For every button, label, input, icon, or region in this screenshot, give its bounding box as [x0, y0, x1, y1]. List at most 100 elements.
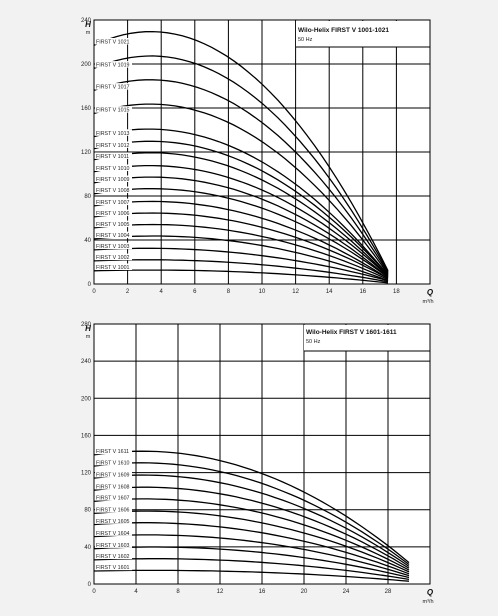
pump-curve-line [93, 247, 389, 282]
pump-curve-line [93, 30, 389, 272]
curve-label: FIRST V 1006 [96, 211, 130, 217]
curve-label: FIRST V 1011 [96, 154, 129, 160]
pump-curve-line [93, 462, 410, 566]
y-tick-label: 280 [81, 322, 92, 328]
curve-label: FIRST V 1009 [96, 177, 130, 183]
pump-curve-line [93, 223, 389, 281]
x-tick-label: 24 [343, 589, 350, 595]
curve-label: FIRST V 1010 [96, 166, 130, 172]
curve-label-bg [95, 242, 132, 250]
pump-curve-line [93, 534, 410, 577]
x-tick-label: 12 [292, 289, 299, 295]
x-tick-label: 8 [227, 289, 231, 295]
curve-label: FIRST V 1606 [96, 508, 130, 514]
y-tick-label: 0 [88, 282, 92, 288]
curve-label-bg [95, 529, 132, 536]
curve-label: FIRST V 1002 [96, 255, 130, 261]
chart-title: Wilo-Helix FIRST V 1601-1611 [306, 329, 397, 336]
y-tick-label: 40 [84, 545, 91, 551]
x-tick-label: 14 [326, 289, 333, 295]
pump-curve-line [93, 164, 389, 277]
y-tick-label: 80 [84, 194, 91, 200]
pump-curve-line [93, 103, 389, 275]
x-tick-label: 12 [217, 589, 224, 595]
y-tick-label: 240 [81, 359, 92, 365]
curve-label: FIRST V 1004 [96, 233, 130, 239]
pump-curve-line [93, 269, 389, 284]
curve-label-bg [95, 38, 132, 45]
pump-curve-chart-1601-1611: 0 4 8 12 16 20 24 2804080120160200240280Wilo-He… [81, 322, 434, 605]
chart-subtitle: 50 Hz [298, 37, 313, 43]
curve-label-bg [95, 482, 132, 490]
curve-label: FIRST V 1012 [96, 143, 130, 149]
x-tick-label: 4 [160, 289, 164, 295]
curve-label: FIRST V 1604 [96, 531, 130, 537]
curve-label-bg [95, 470, 132, 478]
y-tick-label: 120 [81, 471, 92, 477]
pump-curve-line [93, 200, 389, 280]
pump-curve-line [93, 569, 410, 582]
x-axis-label: Q [427, 288, 434, 297]
curve-label-bg [95, 263, 132, 270]
x-tick-label: 8 [176, 589, 180, 595]
pump-curve-line [93, 259, 389, 283]
pump-curve-line [93, 140, 389, 276]
pump-curve-line [93, 188, 389, 278]
curve-label-bg [95, 541, 132, 548]
x-tick-label: 10 [259, 289, 266, 295]
curve-label: FIRST V 1601 [96, 565, 130, 571]
curve-label-bg [95, 164, 132, 171]
chart-title: Wilo-Helix FIRST V 1001-1021 [298, 27, 389, 34]
x-tick-label: 0 [92, 289, 96, 295]
x-tick-label: 16 [359, 289, 366, 295]
y-axis-label: H [85, 324, 91, 333]
y-tick-label: 120 [81, 150, 92, 156]
pump-curve-line [93, 128, 389, 276]
curve-label: FIRST V 1609 [96, 472, 130, 478]
curve-label-bg [95, 186, 132, 193]
curve-label: FIRST V 1005 [96, 222, 130, 228]
chart-subtitle: 50 Hz [306, 339, 321, 345]
curve-label: FIRST V 1017 [96, 85, 130, 91]
pump-curve-line [93, 450, 410, 564]
curve-label-bg [95, 61, 132, 68]
curve-label-bg [95, 231, 132, 239]
x-tick-label: 0 [92, 589, 96, 595]
curve-label-bg [95, 494, 132, 501]
x-tick-label: 16 [259, 589, 266, 595]
curve-label-bg [95, 129, 132, 136]
pump-curve-line [93, 235, 389, 282]
y-tick-label: 160 [81, 433, 92, 439]
curve-label: FIRST V 1607 [96, 496, 130, 502]
curve-label-bg [95, 106, 132, 113]
curve-label-bg [95, 506, 132, 513]
curve-label-bg [95, 83, 132, 90]
y-tick-label: 200 [81, 62, 92, 68]
pump-curve-line [93, 55, 389, 273]
y-axis-unit: m [86, 30, 91, 36]
pump-curve-line [93, 558, 410, 581]
pump-curve-line [93, 79, 389, 274]
curve-label-bg [95, 175, 132, 182]
y-tick-label: 80 [84, 508, 91, 514]
x-tick-label: 6 [193, 289, 197, 295]
pump-curve-line [93, 474, 410, 567]
curve-label-bg [95, 209, 132, 217]
curve-label: FIRST V 1608 [96, 484, 130, 490]
curve-label-bg [95, 447, 132, 455]
curve-label-bg [95, 152, 132, 159]
curve-label: FIRST V 1007 [96, 200, 130, 206]
curve-label: FIRST V 1602 [96, 554, 130, 560]
y-tick-label: 200 [81, 396, 92, 402]
pump-curve-line [93, 498, 410, 571]
curve-label: FIRST V 1001 [96, 265, 130, 271]
pump-curve-line [93, 212, 389, 280]
curve-label: FIRST V 1021 [96, 40, 130, 46]
curve-label: FIRST V 1019 [96, 63, 130, 69]
pump-curve-line [93, 152, 389, 277]
y-tick-label: 240 [81, 18, 92, 24]
pump-curve-line [93, 486, 410, 569]
x-tick-label: 28 [385, 589, 392, 595]
x-axis-unit: m³/h [423, 299, 434, 305]
curve-label-bg [95, 220, 132, 228]
